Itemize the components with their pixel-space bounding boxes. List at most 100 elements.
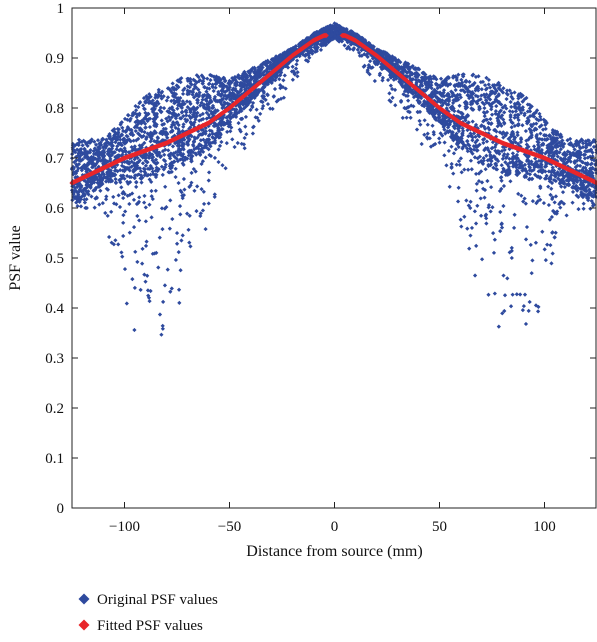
scatter-point: [543, 133, 549, 138]
scatter-point: [540, 229, 545, 234]
scatter-point: [329, 30, 334, 35]
scatter-point: [542, 247, 547, 252]
scatter-point: [377, 71, 383, 76]
scatter-point: [456, 109, 461, 114]
scatter-point: [118, 137, 123, 142]
scatter-point: [478, 169, 484, 174]
scatter-point: [436, 118, 441, 124]
scatter-point: [125, 160, 130, 165]
scatter-point: [212, 192, 217, 197]
scatter-point: [501, 86, 506, 91]
scatter-point: [470, 73, 475, 78]
scatter-point: [559, 157, 564, 162]
scatter-point: [438, 120, 443, 125]
scatter-point: [501, 203, 506, 209]
scatter-point: [254, 74, 259, 79]
scatter-point: [205, 92, 211, 97]
scatter-point: [181, 122, 186, 127]
scatter-point: [510, 120, 515, 126]
scatter-point: [254, 107, 259, 112]
scatter-point: [158, 105, 163, 110]
scatter-point: [207, 128, 212, 133]
scatter-point: [550, 165, 555, 170]
scatter-point: [225, 129, 230, 134]
scatter-point: [216, 147, 221, 152]
scatter-point: [123, 209, 128, 214]
scatter-point: [260, 99, 265, 105]
scatter-point: [82, 192, 87, 197]
scatter-point: [220, 96, 226, 101]
scatter-point: [391, 77, 396, 82]
scatter-point: [98, 188, 103, 193]
scatter-point: [362, 52, 367, 57]
scatter-point: [496, 85, 502, 90]
scatter-point: [77, 155, 82, 161]
scatter-point: [456, 159, 462, 164]
scatter-point: [528, 114, 533, 119]
scatter-point: [484, 92, 489, 97]
scatter-point: [264, 64, 270, 69]
scatter-point: [565, 173, 570, 178]
scatter-point: [387, 91, 392, 96]
scatter-point: [452, 83, 457, 88]
scatter-point: [103, 210, 108, 216]
scatter-point: [109, 149, 114, 154]
scatter-point: [383, 55, 388, 60]
scatter-point: [551, 209, 556, 214]
scatter-point: [449, 165, 454, 171]
scatter-point: [431, 109, 436, 114]
scatter-point: [469, 225, 475, 231]
scatter-point: [166, 109, 171, 114]
scatter-point: [196, 74, 201, 80]
scatter-point: [159, 164, 164, 169]
scatter-point: [310, 51, 315, 56]
scatter-point: [269, 80, 274, 85]
scatter-point: [528, 128, 534, 133]
scatter-point: [333, 35, 338, 40]
scatter-point: [534, 108, 540, 113]
scatter-point: [107, 234, 112, 240]
scatter-point: [310, 32, 315, 37]
scatter-point: [543, 151, 548, 156]
scatter-point: [178, 268, 183, 273]
scatter-point: [222, 100, 227, 105]
scatter-point: [337, 30, 342, 35]
scatter-point: [516, 191, 521, 197]
scatter-point: [472, 273, 478, 278]
scatter-point: [417, 109, 423, 115]
scatter-point: [531, 144, 537, 149]
scatter-point: [451, 100, 456, 105]
scatter-point: [263, 97, 268, 103]
scatter-point: [402, 68, 408, 73]
scatter-point: [585, 155, 590, 160]
scatter-point: [429, 76, 434, 82]
scatter-point: [228, 90, 233, 96]
scatter-point: [232, 75, 238, 81]
scatter-point: [162, 283, 168, 288]
scatter-point: [323, 27, 328, 32]
scatter-point: [176, 249, 181, 255]
scatter-point: [261, 90, 266, 95]
scatter-point: [525, 102, 530, 107]
scatter-point: [570, 142, 575, 148]
scatter-point: [578, 178, 583, 183]
scatter-point: [506, 136, 511, 141]
scatter-point: [224, 88, 230, 93]
scatter-point: [457, 103, 462, 108]
scatter-point: [426, 85, 431, 90]
scatter-point: [180, 99, 186, 104]
scatter-point: [521, 303, 526, 309]
scatter-point: [132, 157, 137, 162]
scatter-point: [536, 174, 541, 179]
scatter-point: [539, 123, 544, 128]
scatter-point: [501, 183, 507, 189]
scatter-point: [496, 324, 501, 329]
scatter-point: [170, 216, 175, 222]
scatter-point: [264, 81, 269, 87]
scatter-point: [519, 160, 524, 165]
scatter-point: [118, 168, 123, 173]
scatter-point: [561, 159, 566, 164]
scatter-point: [232, 144, 237, 150]
scatter-point: [553, 230, 558, 235]
scatter-point: [173, 150, 178, 155]
